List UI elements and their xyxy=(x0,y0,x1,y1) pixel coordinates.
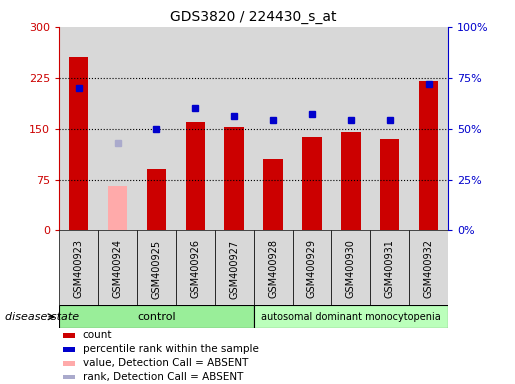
Bar xyxy=(263,159,283,230)
Bar xyxy=(63,375,75,379)
Bar xyxy=(176,27,215,230)
Text: count: count xyxy=(82,330,112,340)
Text: GSM400925: GSM400925 xyxy=(151,239,161,298)
Bar xyxy=(293,230,332,305)
Bar xyxy=(63,361,75,366)
Bar xyxy=(370,230,409,305)
Text: control: control xyxy=(137,312,176,322)
Bar xyxy=(59,230,98,305)
Bar xyxy=(215,230,253,305)
Bar xyxy=(108,186,127,230)
Bar xyxy=(409,27,448,230)
Bar xyxy=(147,169,166,230)
Bar xyxy=(331,27,370,230)
Bar xyxy=(59,305,253,328)
Bar xyxy=(409,230,448,305)
Bar xyxy=(332,230,370,305)
Text: GSM400932: GSM400932 xyxy=(424,239,434,298)
Text: rank, Detection Call = ABSENT: rank, Detection Call = ABSENT xyxy=(82,372,243,382)
Text: disease state: disease state xyxy=(5,312,79,322)
Bar xyxy=(137,27,176,230)
Text: GSM400923: GSM400923 xyxy=(74,239,83,298)
Bar xyxy=(302,137,322,230)
Bar xyxy=(137,230,176,305)
Bar xyxy=(293,27,332,230)
Bar xyxy=(59,27,98,230)
Bar xyxy=(63,347,75,352)
Bar xyxy=(253,305,448,328)
Text: GSM400924: GSM400924 xyxy=(113,239,123,298)
Bar xyxy=(69,58,89,230)
Bar xyxy=(63,333,75,338)
Bar xyxy=(419,81,438,230)
Text: GSM400931: GSM400931 xyxy=(385,239,394,298)
Bar xyxy=(225,127,244,230)
Bar xyxy=(185,122,205,230)
Text: percentile rank within the sample: percentile rank within the sample xyxy=(82,344,259,354)
Text: value, Detection Call = ABSENT: value, Detection Call = ABSENT xyxy=(82,358,248,368)
Bar xyxy=(176,230,215,305)
Text: GSM400930: GSM400930 xyxy=(346,239,356,298)
Bar xyxy=(215,27,253,230)
Bar xyxy=(380,139,400,230)
Bar xyxy=(370,27,409,230)
Text: GSM400929: GSM400929 xyxy=(307,239,317,298)
Bar xyxy=(253,230,293,305)
Bar xyxy=(341,132,360,230)
Bar xyxy=(98,230,137,305)
Text: GSM400927: GSM400927 xyxy=(229,239,239,298)
Title: GDS3820 / 224430_s_at: GDS3820 / 224430_s_at xyxy=(170,10,337,25)
Bar xyxy=(253,27,293,230)
Bar xyxy=(98,27,137,230)
Text: autosomal dominant monocytopenia: autosomal dominant monocytopenia xyxy=(261,312,441,322)
Text: GSM400928: GSM400928 xyxy=(268,239,278,298)
Text: GSM400926: GSM400926 xyxy=(191,239,200,298)
